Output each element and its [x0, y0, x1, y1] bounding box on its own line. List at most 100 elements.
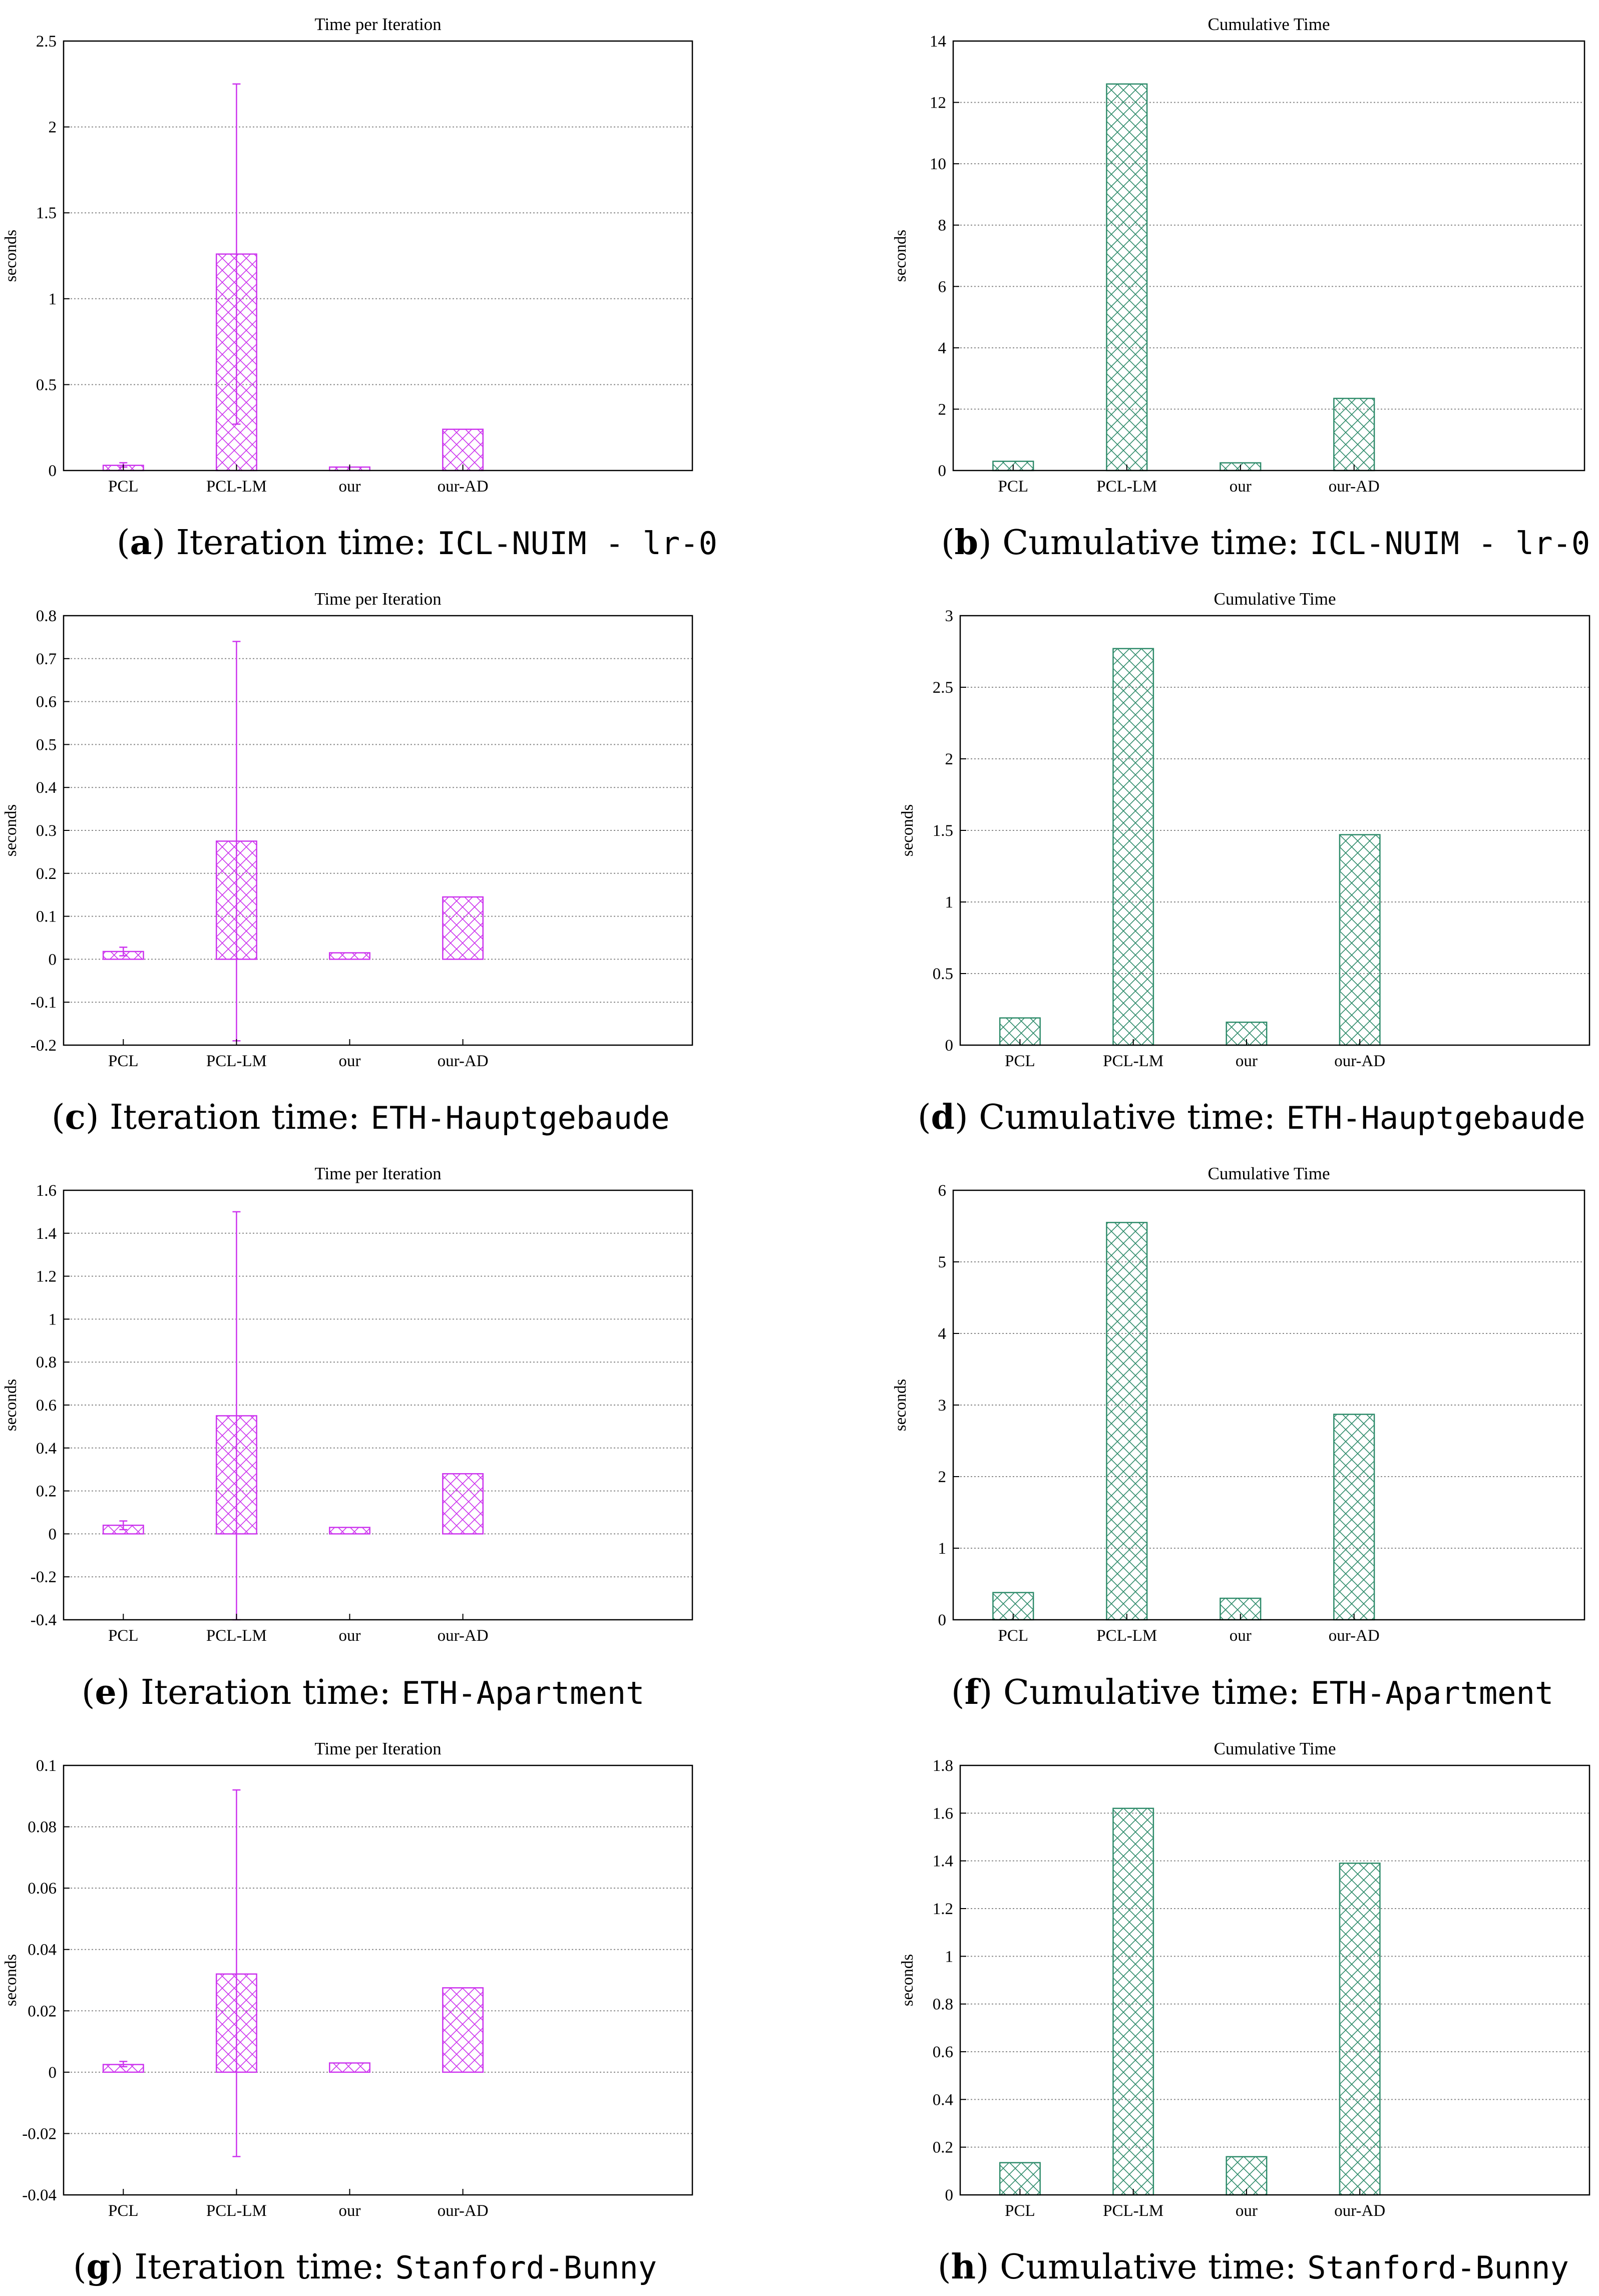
- y-tick-label: 1.5: [933, 822, 953, 840]
- y-tick-label: 0: [938, 1611, 947, 1629]
- y-tick-label: 5: [938, 1253, 947, 1271]
- caption-g: (g) Iteration time: Stanford-Bunny: [73, 2247, 657, 2287]
- y-tick-label: -0.02: [22, 2125, 57, 2143]
- chart-title: Cumulative Time: [1208, 15, 1330, 34]
- y-tick-label: 1: [945, 893, 954, 911]
- caption-b: (b) Cumulative time: ICL-NUIM - lr-0: [941, 523, 1590, 563]
- y-tick-label: 0: [945, 1037, 954, 1055]
- plot-frame: [959, 615, 1590, 1046]
- y-tick-label: -0.2: [31, 1568, 57, 1586]
- y-tick-label: -0.2: [31, 1037, 57, 1055]
- y-tick-label: 1: [49, 1310, 57, 1328]
- x-tick-label: PCL-LM: [206, 1052, 267, 1070]
- y-tick-label: 6: [938, 278, 947, 296]
- x-tick-label: PCL: [108, 1052, 139, 1070]
- bar-pcl-lm: [1112, 648, 1154, 1046]
- y-tick-label: 0.04: [28, 1941, 57, 1959]
- x-tick-label: our-AD: [438, 478, 489, 496]
- x-tick-label: our: [338, 478, 360, 496]
- x-tick-label: our-AD: [438, 1627, 489, 1645]
- bar-our: [329, 952, 370, 960]
- x-tick-label: PCL: [1005, 2202, 1035, 2220]
- y-tick-label: 0: [49, 1525, 57, 1543]
- caption-d: (d) Cumulative time: ETH-Hauptgebaude: [918, 1097, 1585, 1137]
- y-tick-label: 4: [938, 339, 947, 357]
- y-tick-label: 0.1: [36, 1757, 57, 1775]
- y-axis-label: seconds: [899, 804, 917, 856]
- chart-panel-d: Cumulative Time 0 0.5 1 1.5 2 2.5 3 seconds PCL PC…: [899, 589, 1590, 1070]
- chart-panel-b: Cumulative Time 0 2 4 6 8 10 12 14 seconds PCL PCL-…: [892, 15, 1585, 496]
- x-tick-label: our-AD: [438, 2202, 489, 2220]
- chart-title: Time per Iteration: [314, 15, 441, 34]
- y-tick-label: 2: [945, 750, 954, 768]
- caption-letter: b: [954, 523, 979, 563]
- x-tick-label: our: [1236, 1052, 1258, 1070]
- chart-title: Cumulative Time: [1214, 589, 1336, 609]
- x-tick-label: PCL-LM: [1096, 478, 1157, 496]
- x-tick-label: our: [1236, 2202, 1258, 2220]
- y-tick-label: 0.8: [36, 607, 57, 625]
- plot-frame: [952, 40, 1585, 472]
- y-tick-label: 6: [938, 1182, 947, 1200]
- chart-title: Cumulative Time: [1214, 1739, 1336, 1758]
- caption-text: Cumulative time:: [1002, 523, 1310, 563]
- caption-dataset: Stanford-Bunny: [1307, 2249, 1569, 2286]
- y-tick-label: 0.6: [36, 693, 57, 711]
- y-tick-label: 2: [938, 400, 947, 418]
- y-tick-label: 1.2: [36, 1268, 57, 1286]
- y-tick-label: 0.02: [28, 2002, 57, 2020]
- y-tick-label: 0: [938, 462, 947, 480]
- bar-our-ad: [442, 1987, 484, 2073]
- x-tick-label: our-AD: [1334, 2202, 1385, 2220]
- y-tick-label: 1.6: [933, 1804, 953, 1822]
- chart-panel-g: Time per Iteration -0.04 -0.02 0 0.02 0.04 0.0…: [2, 1739, 693, 2220]
- bar-our-ad: [1339, 1863, 1381, 2196]
- y-axis-label: seconds: [2, 230, 20, 282]
- y-axis-label: seconds: [892, 230, 910, 282]
- x-tick-label: PCL: [1005, 1052, 1035, 1070]
- y-tick-label: -0.1: [31, 994, 57, 1012]
- x-tick-label: PCL-LM: [206, 1627, 267, 1645]
- caption-dataset: ETH-Apartment: [1311, 1675, 1554, 1711]
- plot-frame: [63, 40, 693, 472]
- y-tick-label: 1.2: [933, 1900, 953, 1918]
- y-tick-label: 0: [49, 2064, 57, 2082]
- caption-letter: e: [95, 1672, 117, 1712]
- caption-dataset: ETH-Hauptgebaude: [1286, 1100, 1585, 1136]
- chart-title: Time per Iteration: [314, 1739, 441, 1758]
- chart-title: Time per Iteration: [314, 589, 441, 609]
- x-tick-label: PCL: [108, 2202, 139, 2220]
- y-tick-label: 0.3: [36, 822, 57, 840]
- bar-our-ad: [442, 896, 484, 960]
- y-tick-label: 3: [945, 607, 954, 625]
- chart-title: Time per Iteration: [314, 1164, 441, 1183]
- x-tick-label: PCL-LM: [1103, 1052, 1163, 1070]
- chart-panel-c: Time per Iteration -0.2 -0.1 0 0.1 0.2 0.3 0.4 0…: [2, 589, 693, 1070]
- caption-a: (a) Iteration time: ICL-NUIM - lr-0: [117, 523, 717, 563]
- y-axis-label: seconds: [892, 1379, 910, 1431]
- x-tick-label: our: [338, 1052, 360, 1070]
- y-tick-label: 0.1: [36, 908, 57, 926]
- caption-text: Iteration time:: [110, 1098, 371, 1137]
- x-tick-label: our: [338, 1627, 360, 1645]
- caption-letter: f: [964, 1672, 979, 1712]
- y-tick-label: 1.4: [933, 1853, 953, 1871]
- y-tick-label: 8: [938, 217, 947, 235]
- y-tick-label: 1.8: [933, 1757, 953, 1775]
- caption-c: (c) Iteration time: ETH-Hauptgebaude: [52, 1097, 670, 1137]
- y-axis-label: seconds: [2, 1379, 20, 1431]
- caption-text: Iteration time:: [134, 2247, 395, 2287]
- y-tick-label: 0.5: [36, 376, 57, 394]
- x-tick-label: our: [338, 2202, 360, 2220]
- y-tick-label: 0.5: [933, 965, 953, 983]
- caption-h: (h) Cumulative time: Stanford-Bunny: [938, 2247, 1569, 2287]
- y-tick-label: 0.2: [933, 2139, 953, 2157]
- chart-panel-a: Time per Iteration 0 0.5 1 1.5 2 2.5 seconds PCL…: [2, 15, 693, 496]
- x-tick-label: our: [1230, 1627, 1252, 1645]
- y-tick-label: 0.4: [36, 779, 57, 797]
- x-tick-label: our-AD: [1334, 1052, 1385, 1070]
- caption-text: Iteration time:: [140, 1673, 402, 1712]
- x-tick-label: PCL-LM: [1103, 2202, 1163, 2220]
- x-tick-label: PCL: [108, 478, 139, 496]
- y-tick-label: 0.6: [36, 1397, 57, 1415]
